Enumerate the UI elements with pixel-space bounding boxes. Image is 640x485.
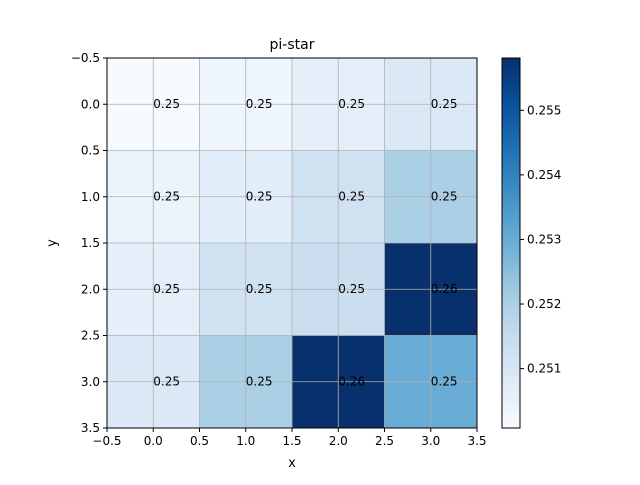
y-tick-label: −0.5 xyxy=(71,51,100,65)
x-tick-label: 2.5 xyxy=(375,434,394,448)
x-tick-label: 0.5 xyxy=(190,434,209,448)
x-tick-label: 3.5 xyxy=(467,434,486,448)
colorbar-ticks: 0.251 0.252 0.253 0.254 0.255 xyxy=(520,103,561,376)
cell-value-label: 0.25 xyxy=(338,189,365,203)
cell-value-label: 0.26 xyxy=(338,374,365,388)
colorbar-tick-label: 0.252 xyxy=(527,297,561,311)
x-axis-ticks: −0.5 0.0 0.5 1.0 1.5 2.0 2.5 3.0 3.5 xyxy=(92,428,487,448)
cell-value-label: 0.25 xyxy=(153,97,180,111)
colorbar-tick-label: 0.255 xyxy=(527,103,561,117)
y-tick-label: 3.5 xyxy=(81,421,100,435)
cell-value-label: 0.25 xyxy=(246,97,273,111)
y-tick-label: 0.0 xyxy=(81,97,100,111)
cell-value-label: 0.25 xyxy=(246,189,273,203)
y-tick-label: 1.5 xyxy=(81,236,100,250)
colorbar xyxy=(501,57,521,429)
colorbar-tick-label: 0.251 xyxy=(527,362,561,376)
y-tick-label: 1.0 xyxy=(81,190,100,204)
x-tick-label: 1.5 xyxy=(282,434,301,448)
cell-value-label: 0.25 xyxy=(153,282,180,296)
cell-value-label: 0.25 xyxy=(153,189,180,203)
colorbar-tick-label: 0.253 xyxy=(527,232,561,246)
y-axis-ticks: −0.5 0.0 0.5 1.0 1.5 2.0 2.5 3.0 3.5 xyxy=(71,51,107,435)
x-tick-label: −0.5 xyxy=(92,434,121,448)
y-tick-label: 2.0 xyxy=(81,282,100,296)
cell-value-label: 0.25 xyxy=(246,282,273,296)
cell-value-label: 0.25 xyxy=(431,97,458,111)
x-tick-label: 0.0 xyxy=(144,434,163,448)
cell-value-label: 0.25 xyxy=(338,282,365,296)
chart-title: pi-star xyxy=(270,37,315,53)
cell-value-label: 0.25 xyxy=(338,97,365,111)
cell-value-label: 0.25 xyxy=(431,189,458,203)
cell-value-label: 0.26 xyxy=(431,282,458,296)
cell-labels: 0.25 0.25 0.25 0.25 0.25 0.25 0.25 0.25 0.25 0.25… xyxy=(153,97,457,389)
cell-value-label: 0.25 xyxy=(246,374,273,388)
x-tick-label: 1.0 xyxy=(236,434,255,448)
y-tick-label: 0.5 xyxy=(81,144,100,158)
colorbar-tick-label: 0.254 xyxy=(527,168,561,182)
x-axis-label: x xyxy=(288,456,296,471)
cell-value-label: 0.25 xyxy=(153,374,180,388)
y-tick-label: 3.0 xyxy=(81,375,100,389)
x-tick-label: 2.0 xyxy=(329,434,348,448)
y-axis-label: y xyxy=(45,239,60,247)
cell-value-label: 0.25 xyxy=(431,374,458,388)
x-tick-label: 3.0 xyxy=(421,434,440,448)
y-tick-label: 2.5 xyxy=(81,329,100,343)
